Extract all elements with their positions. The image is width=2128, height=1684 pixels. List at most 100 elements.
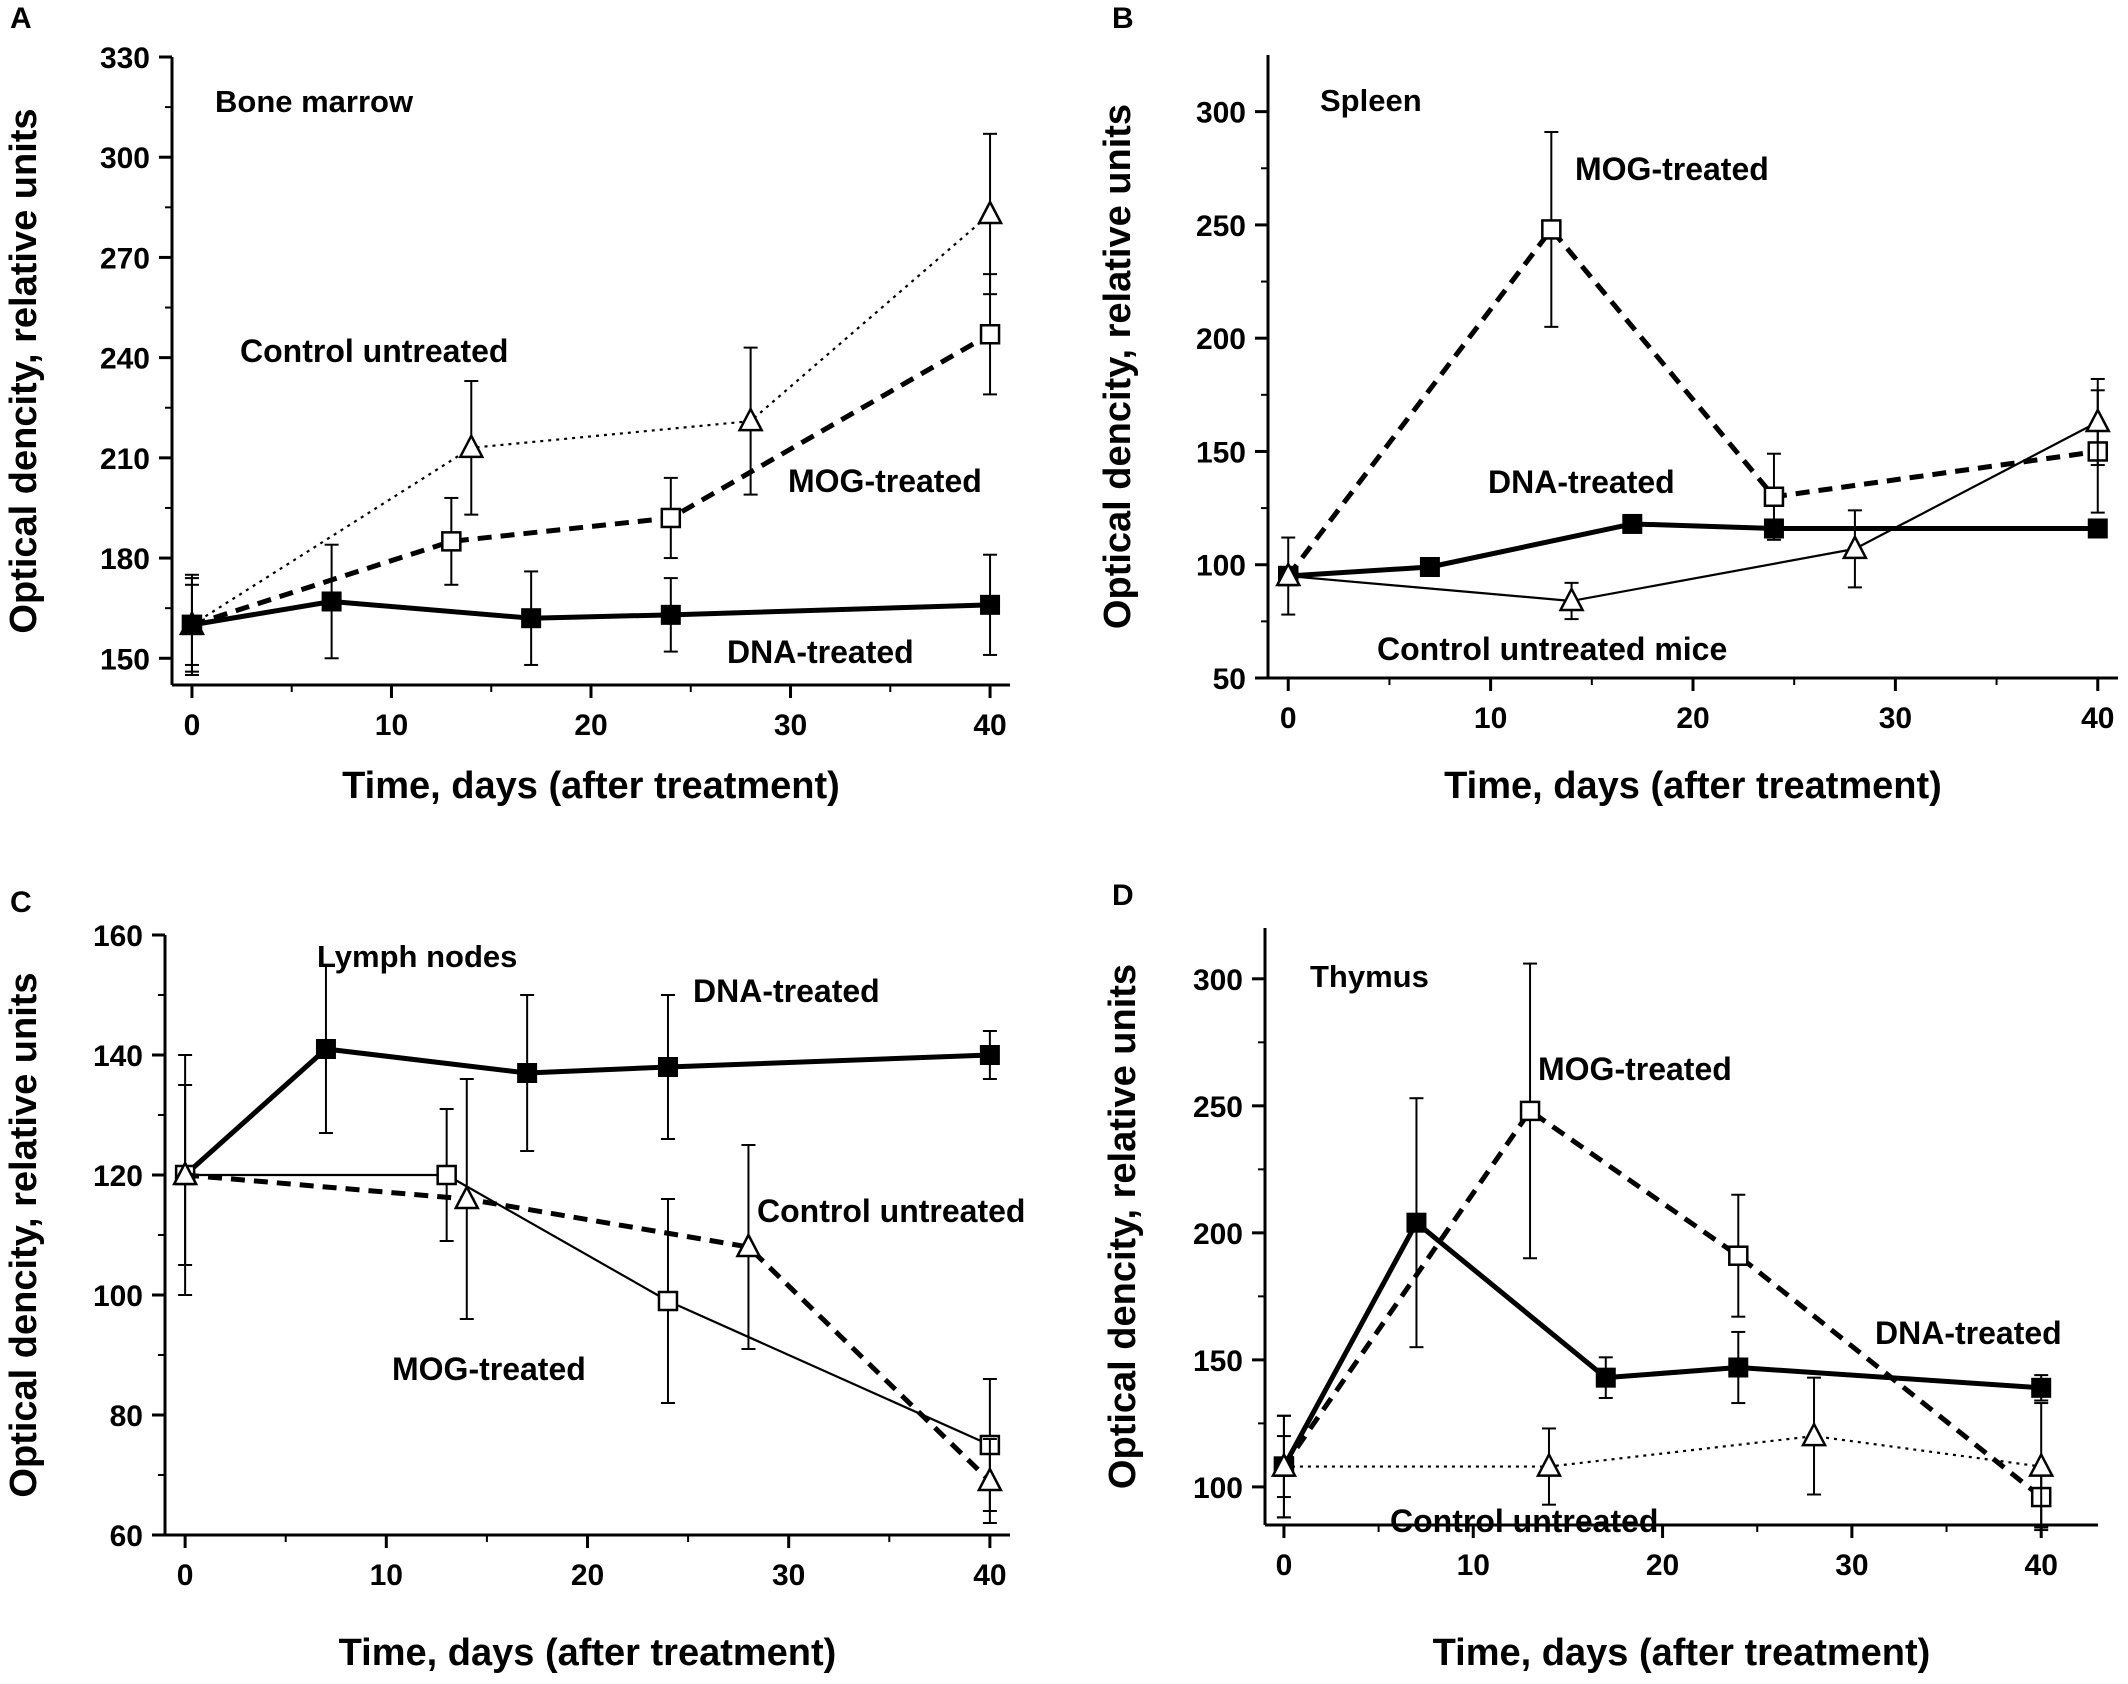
panel-title: Thymus: [1310, 959, 1429, 994]
panel-letter: B: [1112, 2, 1134, 35]
x-tick-label: 30: [772, 1559, 805, 1592]
x-tick-label: 20: [1646, 1549, 1679, 1582]
y-tick-label: 150: [100, 643, 150, 676]
data-point: [1622, 513, 1643, 534]
series-annotation: MOG-treated: [1575, 151, 1769, 187]
y-tick-label: 80: [110, 1400, 143, 1433]
data-point: [1595, 1367, 1616, 1388]
data-point: [737, 406, 764, 432]
y-tick-label: 150: [1193, 1345, 1243, 1378]
data-point: [1728, 1245, 1749, 1266]
data-point: [657, 1290, 679, 1312]
x-tick-label: 0: [1276, 1549, 1293, 1582]
x-tick-label: 40: [973, 1559, 1006, 1592]
y-tick-label: 240: [100, 343, 150, 376]
x-tick-label: 40: [973, 709, 1006, 742]
data-point: [172, 1160, 199, 1186]
data-point: [735, 1232, 762, 1258]
panel-title: Lymph nodes: [317, 939, 517, 974]
x-tick-label: 30: [1879, 702, 1912, 735]
y-axis-label: Optical dencity, relative units: [1097, 104, 1139, 629]
y-tick-label: 200: [1196, 323, 1246, 356]
data-point: [1270, 1451, 1297, 1477]
y-tick-label: 300: [1196, 97, 1246, 130]
y-tick-label: 300: [100, 142, 150, 175]
chart-panel-C: 0 10 20 30 40 60 80 100 120 140 160 C Lymph nodes Tim…: [3, 886, 1025, 1674]
panel-letter: D: [1112, 879, 1134, 912]
series-line: [185, 1173, 991, 1447]
series-control-untreated: [178, 132, 1004, 676]
x-tick-label: 30: [774, 709, 807, 742]
x-axis-label: Time, days (after treatment): [339, 1632, 837, 1674]
data-point: [1763, 486, 1785, 508]
data-point: [436, 1164, 457, 1186]
y-tick-label: 120: [93, 1160, 143, 1193]
data-point: [1728, 1357, 1749, 1378]
data-point: [2028, 1451, 2055, 1477]
series-annotation: Control untreated: [1390, 1503, 1658, 1539]
x-tick-label: 10: [370, 1559, 403, 1592]
y-axis-label: Optical dencity, relative units: [1102, 964, 1144, 1489]
data-point: [321, 591, 342, 612]
data-point: [441, 531, 462, 552]
data-point: [2031, 1377, 2052, 1398]
chart-panel-B: 0 10 20 30 40 50 100 150 200 250 300 B Spleen Time, d…: [1097, 2, 2118, 807]
panel-letter: A: [10, 2, 32, 35]
data-point: [979, 1045, 1000, 1065]
data-point: [980, 594, 1001, 615]
y-tick-label: 100: [1196, 550, 1246, 583]
y-axis-label: Optical dencity, relative units: [3, 972, 45, 1497]
y-tick-label: 60: [110, 1520, 143, 1553]
data-point: [1419, 556, 1440, 577]
series-annotation: MOG-treated: [392, 1351, 586, 1387]
y-tick-label: 200: [1193, 1218, 1243, 1251]
panel-letter: C: [10, 886, 32, 919]
y-tick-label: 300: [1193, 964, 1243, 997]
data-point: [660, 604, 681, 625]
y-tick-label: 100: [1193, 1472, 1243, 1505]
data-point: [181, 614, 202, 635]
x-tick-label: 10: [1457, 1549, 1490, 1582]
series-annotation: DNA-treated: [727, 634, 914, 670]
series-dna-treated: [181, 543, 1001, 673]
data-point: [1406, 1212, 1427, 1233]
chart-panel-A: 0 10 20 30 40 150 180 210 240 270 300 330 A Bone marr…: [3, 2, 1010, 807]
series-line: [1288, 421, 2099, 603]
x-tick-label: 40: [2081, 702, 2114, 735]
series-annotation: DNA-treated: [1488, 464, 1675, 500]
y-tick-label: 100: [93, 1280, 143, 1313]
panel-title: Bone marrow: [215, 84, 414, 119]
x-tick-label: 20: [574, 709, 607, 742]
x-tick-label: 0: [1280, 702, 1297, 735]
series-dna-treated: [1273, 1097, 2052, 1519]
y-tick-label: 140: [93, 1040, 143, 1073]
data-point: [660, 507, 682, 529]
y-tick-label: 50: [1213, 663, 1246, 696]
data-point: [1535, 1451, 1563, 1477]
data-point: [1800, 1421, 1828, 1447]
series-annotation: Control untreated: [240, 333, 508, 369]
data-point: [657, 1057, 678, 1077]
y-tick-label: 250: [1193, 1091, 1243, 1124]
series-line: [184, 1172, 992, 1483]
data-point: [517, 1063, 538, 1083]
panel-title: Spleen: [1320, 83, 1422, 118]
series-annotation: DNA-treated: [1875, 1315, 2062, 1351]
data-point: [458, 433, 485, 459]
x-tick-label: 10: [1474, 702, 1507, 735]
y-tick-label: 270: [100, 242, 150, 275]
x-tick-label: 20: [571, 1559, 604, 1592]
series-annotation: Control untreated: [757, 1193, 1025, 1229]
series-line: [1286, 226, 2099, 578]
series-control-untreated: [172, 1078, 1003, 1524]
y-tick-label: 180: [100, 543, 150, 576]
x-axis-label: Time, days (after treatment): [1433, 1632, 1931, 1674]
series-annotation: DNA-treated: [693, 973, 880, 1009]
data-point: [976, 1466, 1003, 1492]
chart-panel-D: 0 10 20 30 40 100 150 200 250 300 D Thymus Time, day…: [1102, 879, 2098, 1674]
x-tick-label: 30: [1835, 1549, 1868, 1582]
series-control-untreated-mice: [1275, 377, 2111, 621]
y-axis-label: Optical dencity, relative units: [3, 108, 45, 633]
x-axis-label: Time, days (after treatment): [342, 765, 840, 807]
